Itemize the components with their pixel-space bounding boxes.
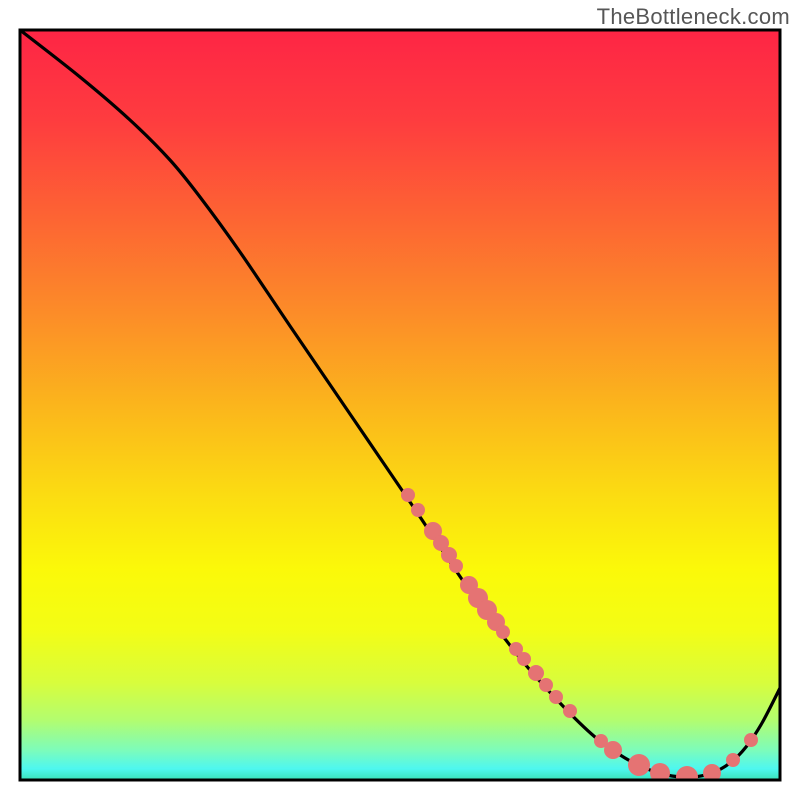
data-marker (401, 488, 415, 502)
bottleneck-chart: TheBottleneck.com (0, 0, 800, 800)
data-marker (726, 753, 740, 767)
watermark-text: TheBottleneck.com (597, 4, 790, 30)
data-marker (604, 741, 622, 759)
data-marker (528, 665, 544, 681)
chart-svg (0, 0, 800, 800)
data-marker (628, 754, 650, 776)
data-marker (496, 625, 510, 639)
data-marker (744, 733, 758, 747)
data-marker (411, 503, 425, 517)
data-marker (539, 678, 553, 692)
data-marker (676, 766, 698, 788)
data-marker (517, 652, 531, 666)
data-marker (449, 559, 463, 573)
data-marker (549, 690, 563, 704)
data-marker (563, 704, 577, 718)
gradient-background (20, 30, 780, 780)
